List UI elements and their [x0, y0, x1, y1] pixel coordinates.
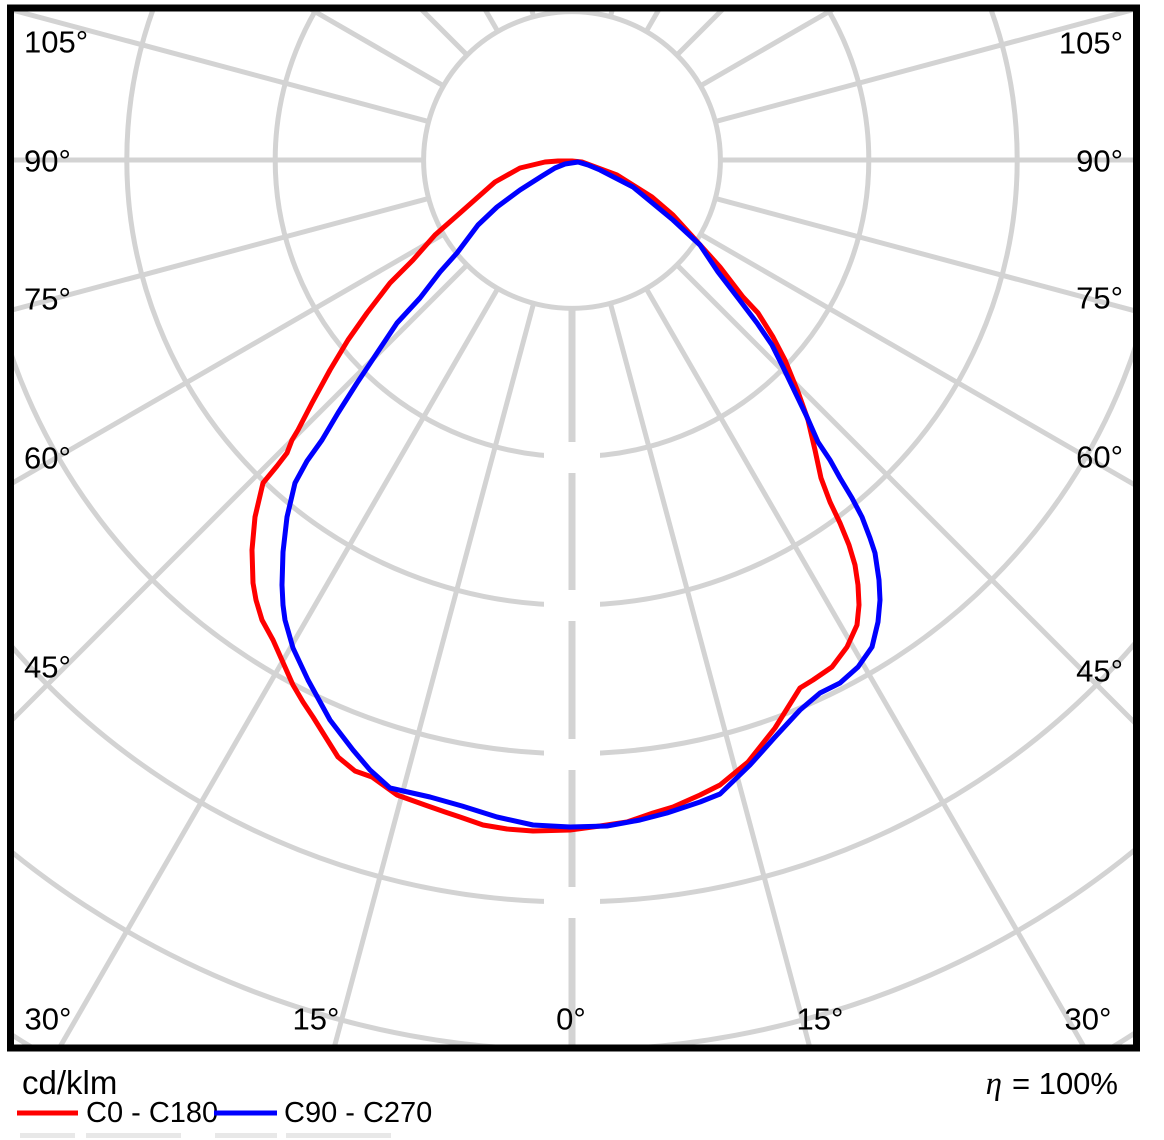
angle-label: 15° [797, 1002, 844, 1037]
eta-symbol: η [986, 1066, 1002, 1102]
legend-label-c90-c270: C90 - C270 [284, 1097, 432, 1129]
angle-labels-bottom: 30° 15° 0° 15° 30° [25, 1002, 1112, 1037]
curve-c90-c270 [279, 159, 883, 830]
angle-label: 105° [1059, 26, 1123, 61]
legend-label-c0-c180: C0 - C180 [86, 1097, 218, 1129]
angle-labels-left: 105° 90° 75° 60° 45° [24, 25, 88, 685]
angle-label: 75° [24, 282, 71, 317]
angle-label: 90° [24, 144, 71, 179]
efficiency-label: η = 100% [986, 1066, 1118, 1102]
angle-label: 60° [1076, 440, 1123, 475]
angle-label: 90° [1076, 144, 1123, 179]
angle-label: 0° [556, 1002, 586, 1037]
eta-value: = 100% [1012, 1066, 1118, 1101]
angle-label: 105° [24, 25, 88, 60]
radial-unit-label: cd/klm [22, 1064, 117, 1101]
angle-label: 45° [24, 650, 71, 685]
legend: C0 - C180 C90 - C270 [17, 1097, 432, 1129]
angle-labels-right: 105° 90° 75° 60° 45° [1059, 26, 1123, 689]
angle-label: 45° [1076, 654, 1123, 689]
angle-label: 60° [24, 441, 71, 476]
curve-c0-c180 [249, 158, 862, 834]
bottom-edge-artifacts [20, 1133, 391, 1138]
angle-label: 30° [1065, 1002, 1112, 1037]
angle-label: 30° [25, 1002, 72, 1037]
chart-border [7, 4, 1140, 1052]
angle-label: 15° [293, 1002, 340, 1037]
angle-label: 75° [1076, 281, 1123, 316]
